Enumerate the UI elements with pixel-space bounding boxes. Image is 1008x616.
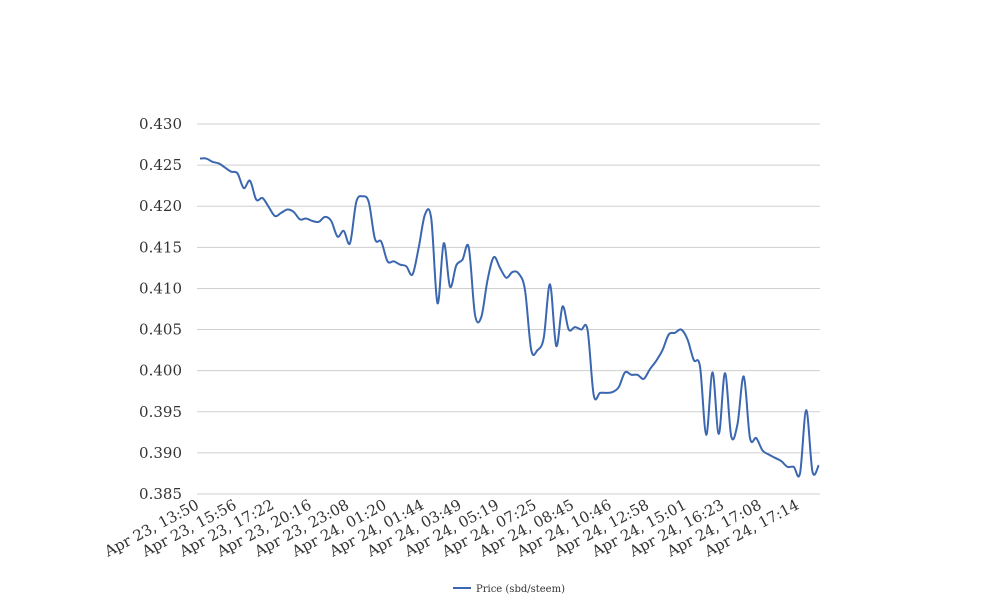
y-tick-label: 0.430 <box>139 115 182 133</box>
y-tick-label: 0.385 <box>139 485 182 503</box>
y-tick-label: 0.400 <box>139 362 182 380</box>
y-tick-label: 0.395 <box>139 403 182 421</box>
legend-label: Price (sbd/steem) <box>476 584 565 595</box>
y-tick-label: 0.425 <box>139 156 182 174</box>
y-tick-label: 0.410 <box>139 279 182 297</box>
y-tick-label: 0.390 <box>139 444 182 462</box>
y-tick-label: 0.415 <box>139 238 182 256</box>
price-line <box>199 157 820 478</box>
y-tick-label: 0.405 <box>139 321 182 339</box>
y-tick-label: 0.420 <box>139 197 182 215</box>
